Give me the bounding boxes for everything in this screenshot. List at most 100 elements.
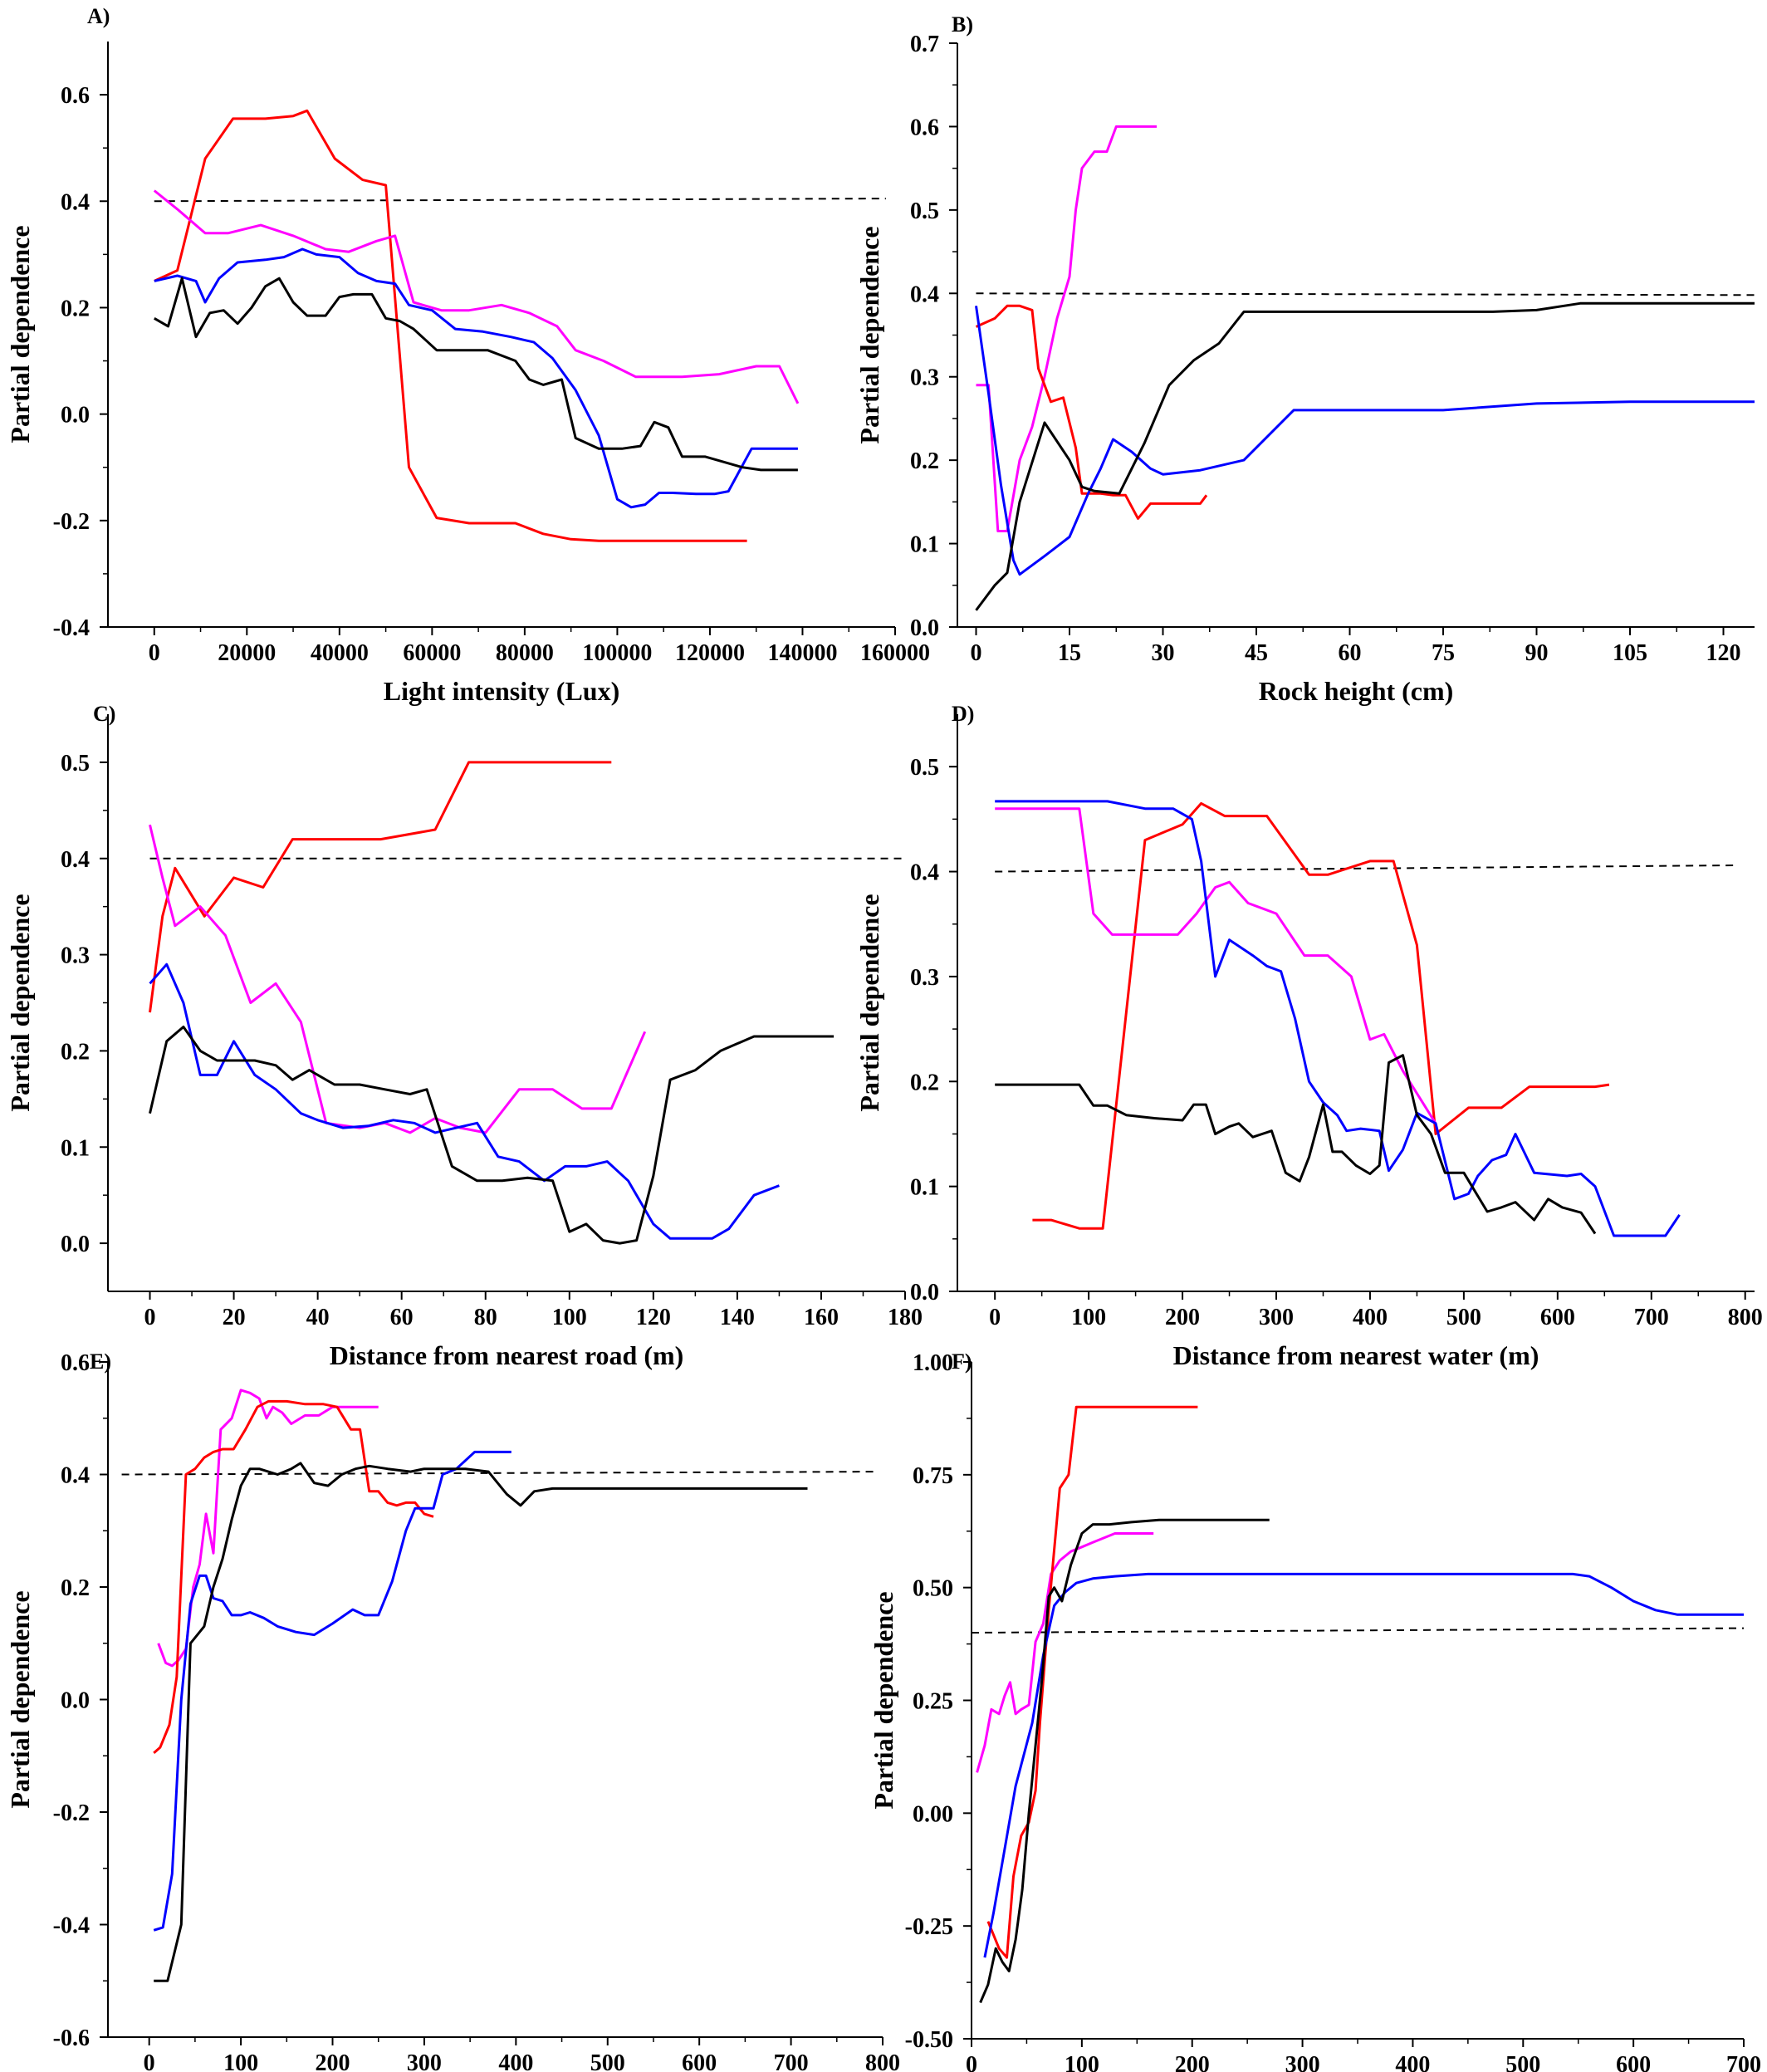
panel-c: C) 0 20 40 60 80 100 120 140 160 180 0.0 0.1 0.2 0.3 0.… [5,702,923,1370]
y-tick-label: 0.0 [61,1688,90,1714]
x-tick-label: 60000 [403,640,461,666]
x-tick-label: 180 [888,1305,923,1330]
x-tick-label: 0 [149,640,160,666]
y-tick-label: 0.2 [61,1575,90,1601]
series-line-red [149,761,612,1013]
x-tick-label: 500 [1446,1305,1481,1330]
y-tick-label: 0.4 [910,282,939,307]
x-tick-label: 400 [498,2050,533,2072]
y-tick-label: -0.4 [53,615,90,641]
y-tick-label: -0.6 [53,2025,90,2051]
y-tick-label: 0.4 [61,189,90,215]
y-axis-title: Partial dependence [5,225,35,443]
y-tick-label: 0.4 [61,847,90,873]
series-line-red [154,109,747,542]
y-tick-label: 0.0 [61,403,90,429]
series-line-magenta [149,824,647,1134]
series-line-blue [153,1450,512,1932]
x-tick-label: 200 [1165,1305,1200,1330]
x-tick-label: 200 [316,2050,350,2072]
x-tick-label: 500 [590,2050,625,2072]
y-tick-label: -0.4 [53,1913,90,1939]
y-tick-label: 0.5 [910,198,939,224]
series-line-magenta [153,189,800,404]
panel-label: D) [952,702,974,726]
x-tick-label: 600 [1540,1305,1575,1330]
y-tick-label: 0.6 [61,1350,90,1376]
panel-f: F)0 100 200 300 400 500 600 700-0.50-0.250.000.… [869,1349,1761,2072]
y-axis-title: Partial dependence [854,226,884,443]
x-tick-label: 20 [223,1305,246,1330]
x-tick-label: 700 [774,2050,809,2072]
x-tick-label: 600 [682,2050,717,2072]
series-line-magenta [976,125,1157,532]
y-tick-label: 0.50 [913,1576,953,1602]
series-line-blue [983,1572,1744,1958]
x-axis-title: Distance from nearest road (m) [330,1340,684,1370]
y-tick-label: 0.2 [61,296,90,321]
y-axis-title: Partial dependence [869,1591,898,1809]
y-tick-label: 0.3 [61,943,90,969]
x-tick-label: 500 [1505,2052,1540,2072]
x-tick-label: 0 [144,2050,155,2072]
y-tick-label: 0.2 [910,448,939,474]
reference-line-0.4 [995,864,1736,873]
y-axis-title: Partial dependence [5,1590,35,1808]
reference-line-0.4 [154,198,886,203]
series-line-red [153,1399,434,1755]
y-axis-title: Partial dependence [5,894,35,1111]
x-tick-label: 200 [1175,2052,1210,2072]
series-line-magenta [995,807,1437,1124]
x-tick-label: 40000 [311,640,369,666]
y-tick-label: -0.50 [905,2027,953,2053]
x-tick-label: 15 [1058,640,1081,666]
y-tick-label: 0.3 [910,965,939,991]
x-tick-label: 120 [636,1305,671,1330]
x-tick-label: 60 [1339,640,1362,666]
panel-label: A) [87,4,110,28]
y-tick-label: 0.3 [910,365,939,391]
y-tick-label: 0.5 [910,755,939,781]
x-tick-label: 80000 [496,640,554,666]
series-line-magenta [976,1532,1154,1773]
x-tick-label: 300 [407,2050,442,2072]
y-tick-label: 0.6 [61,83,90,109]
y-tick-label: 0.0 [910,1280,939,1305]
x-tick-label: 40 [306,1305,330,1330]
y-tick-label: 0.75 [913,1463,953,1489]
y-tick-label: 0.0 [910,615,939,641]
y-tick-label: 0.4 [61,1463,90,1489]
x-tick-label: 60 [390,1305,414,1330]
x-tick-label: 120 [1706,640,1741,666]
y-tick-label: 0.00 [913,1801,953,1827]
series-line-blue [995,800,1681,1237]
series-line-red [975,304,1208,520]
y-tick-label: 0.5 [61,751,90,776]
reference-line-0.4 [971,1627,1745,1634]
x-tick-label: 800 [865,2050,900,2072]
panel-b: B) 0 15 30 45 60 75 90 105 120 0.0 0.1 0.2 0.3 0.4 0.5 0… [854,12,1755,706]
series-line-blue [154,247,798,509]
x-tick-label: 30 [1152,640,1175,666]
x-tick-label: 45 [1245,640,1268,666]
y-tick-label: 0.2 [910,1070,939,1095]
series-line-blue [975,306,1755,576]
y-tick-label: -0.2 [53,1800,90,1826]
x-axis-title: Distance from nearest water (m) [1173,1340,1539,1370]
series-line-black [995,1054,1597,1235]
x-tick-label: 0 [966,2052,977,2072]
y-tick-label: 0.0 [61,1232,90,1257]
x-tick-label: 20000 [218,640,276,666]
series-line-black [154,1462,808,1982]
y-tick-label: 0.1 [910,532,939,558]
x-tick-label: 100 [1071,1305,1106,1330]
x-tick-label: 160000 [860,640,930,666]
series-line-red [986,1405,1198,1959]
series-line-red [1032,801,1610,1230]
y-tick-label: 1.00 [913,1350,953,1376]
y-tick-label: 0.25 [913,1689,953,1715]
x-tick-label: 700 [1726,2052,1761,2072]
series-line-black [979,1518,1270,2004]
x-tick-label: 80 [474,1305,497,1330]
x-tick-label: 160 [804,1305,839,1330]
